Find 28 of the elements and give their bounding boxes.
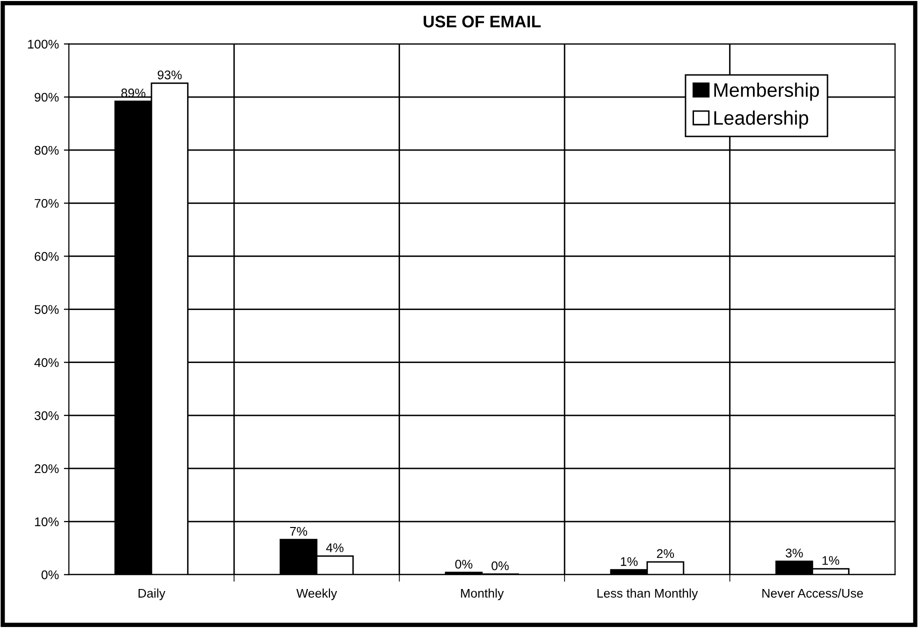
y-tick-label: 60%: [34, 252, 59, 261]
data-label: 2%: [656, 549, 674, 558]
data-label: 7%: [290, 526, 308, 536]
x-tick-label: Daily: [138, 588, 166, 600]
y-tick-label: 30%: [34, 411, 59, 420]
data-label: 4%: [326, 543, 344, 552]
chart-title: USE OF EMAIL: [424, 16, 541, 28]
legend-label: Membership: [714, 82, 819, 101]
y-tick-label: 40%: [34, 358, 59, 368]
data-label: 93%: [158, 70, 182, 80]
y-tick-label: 70%: [34, 198, 59, 208]
x-tick-label: Weekly: [296, 588, 338, 600]
x-tick-label: Less than Monthly: [597, 588, 698, 600]
y-tick-label: 20%: [34, 464, 59, 474]
data-label: 0%: [455, 560, 472, 569]
y-tick-label: 90%: [34, 92, 59, 102]
data-label: 0%: [492, 561, 509, 570]
y-tick-label: 80%: [34, 146, 59, 155]
y-tick-label: 50%: [34, 305, 59, 314]
y-tick-label: 0%: [42, 570, 59, 580]
y-tick-label: 10%: [35, 517, 59, 526]
x-tick-label: Monthly: [461, 588, 504, 600]
y-tick-label: 100%: [28, 40, 59, 49]
legend-label: Leadership: [714, 110, 808, 129]
data-label: 3%: [786, 548, 803, 558]
data-label: 1%: [620, 557, 638, 566]
x-tick-label: Never Access/Use: [762, 588, 863, 598]
data-label: 1%: [822, 556, 840, 565]
